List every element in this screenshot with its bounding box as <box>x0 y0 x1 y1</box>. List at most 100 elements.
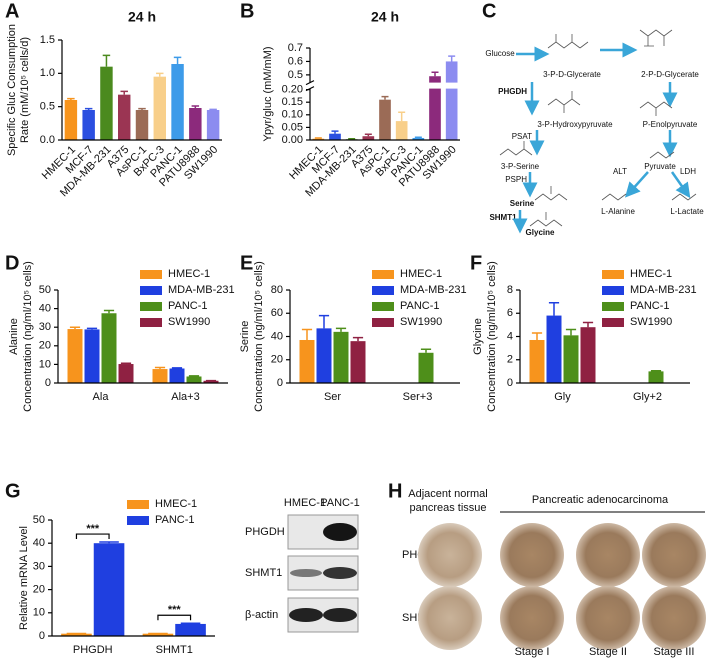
bar <box>169 368 185 383</box>
error-bar <box>650 370 662 372</box>
bar <box>152 369 168 383</box>
arrow <box>624 171 649 198</box>
y-tick-label: 30 <box>33 560 45 572</box>
arrow <box>670 171 691 199</box>
bar <box>445 61 458 140</box>
panel-label: D <box>5 252 19 274</box>
legend-label: SW1990 <box>400 316 442 328</box>
tissue-image <box>642 586 706 650</box>
error-bar <box>364 133 372 137</box>
structure <box>671 193 697 201</box>
error-bar <box>67 97 75 100</box>
tissue-image <box>576 586 640 650</box>
column-header: pancreas tissue <box>409 502 486 514</box>
legend-label: MDA-MB-231 <box>630 284 697 296</box>
error-bar <box>420 348 432 353</box>
y-tick-label: 0.6 <box>288 55 303 67</box>
legend-label: PANC-1 <box>630 300 670 312</box>
bar <box>118 94 131 140</box>
error-bar <box>335 327 347 332</box>
bar <box>312 138 325 140</box>
error-bar <box>188 375 200 377</box>
structure <box>649 151 675 159</box>
axis-break <box>304 82 462 89</box>
error-bar <box>102 54 111 67</box>
bar <box>648 371 664 383</box>
enzyme: PSPH <box>505 175 527 184</box>
column-header: Pancreatic adenocarcinoma <box>532 494 669 506</box>
panel-label: F <box>470 252 482 274</box>
legend-label: HMEC-1 <box>630 268 672 280</box>
y-axis-label: Concentration (ng/ml/10⁵ cells) <box>253 261 265 412</box>
bar <box>563 335 579 383</box>
x-tick-label: Gly+2 <box>633 391 662 403</box>
significance-bracket <box>157 614 192 621</box>
node: Glycine <box>526 228 555 237</box>
bar <box>67 329 83 383</box>
y-axis-label: Alanine <box>8 318 20 355</box>
error-bar <box>69 326 81 330</box>
x-tick-label: Ala <box>93 391 110 403</box>
structure <box>639 29 673 47</box>
error-bar <box>318 314 330 329</box>
y-tick-label: 20 <box>271 354 283 366</box>
x-tick-label: Ser <box>324 391 341 403</box>
sample-label: PANC-1 <box>320 497 360 509</box>
legend-swatch <box>602 286 624 295</box>
error-bar <box>156 72 164 77</box>
panel-label: C <box>482 0 496 22</box>
node: Serine <box>510 199 535 208</box>
legend-label: MDA-MB-231 <box>400 284 467 296</box>
legend-label: PANC-1 <box>155 514 195 526</box>
y-tick-label: 0.5 <box>40 101 55 113</box>
enzyme: SHMT1 <box>489 213 517 222</box>
x-tick-label: Ala+3 <box>171 391 199 403</box>
bar <box>64 100 78 140</box>
legend-swatch <box>372 286 394 295</box>
legend-swatch <box>140 286 162 295</box>
error-bar <box>398 111 406 122</box>
axis-break-mark <box>305 80 315 92</box>
error-bar <box>381 95 389 100</box>
structure <box>547 34 589 49</box>
node: Pyruvate <box>644 162 676 171</box>
error-bar <box>531 332 543 340</box>
y-tick-label: 1.0 <box>40 67 55 79</box>
bar <box>93 543 125 636</box>
bar <box>418 352 434 383</box>
y-tick-label: 50 <box>39 284 51 296</box>
legend-label: SW1990 <box>630 316 672 328</box>
bar <box>118 364 134 383</box>
error-bar <box>301 328 313 340</box>
enzyme: ALT <box>613 167 627 176</box>
bar <box>171 64 184 140</box>
x-tick-label: PHGDH <box>73 644 113 656</box>
legend-swatch <box>372 302 394 311</box>
node: L-Alanine <box>601 207 635 216</box>
node: P-Enolpyruvate <box>643 120 698 129</box>
error-bar <box>582 321 594 328</box>
panel-label: A <box>5 0 19 22</box>
structure <box>601 193 627 201</box>
stage-label: Stage II <box>589 646 627 658</box>
y-tick-label: 10 <box>39 358 51 370</box>
bar <box>153 76 166 140</box>
y-axis-label: Specific Gluc Consumption <box>6 24 18 156</box>
error-bar <box>548 302 560 316</box>
legend-swatch <box>127 500 149 509</box>
bar <box>135 110 149 140</box>
error-bar <box>191 105 200 108</box>
error-bar <box>431 71 439 77</box>
error-bar <box>352 336 364 342</box>
y-tick-label: 0.00 <box>282 134 303 146</box>
legend-label: PANC-1 <box>168 300 208 312</box>
enzyme: PHGDH <box>498 87 527 96</box>
ihc-panel: H Adjacent normal pancreas tissue Pancre… <box>388 480 706 658</box>
bar <box>580 327 596 383</box>
node: 2-P-D-Glycerate <box>641 70 699 79</box>
y-tick-label: 0.10 <box>282 109 303 121</box>
chart-title: 24 h <box>371 9 399 25</box>
legend-label: HMEC-1 <box>168 268 210 280</box>
y-tick-label: 4 <box>507 330 513 342</box>
node: L-Lactate <box>670 207 704 216</box>
